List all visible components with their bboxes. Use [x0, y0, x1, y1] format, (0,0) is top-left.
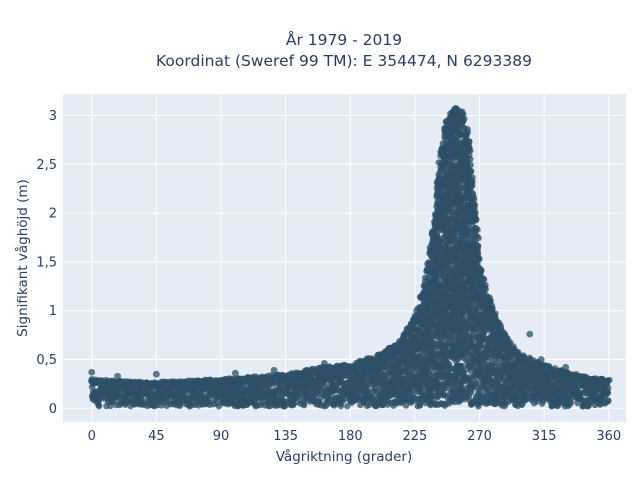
scatter-point [443, 311, 450, 319]
scatter-point [475, 234, 482, 242]
scatter-point [459, 370, 467, 377]
scatter-point [482, 286, 489, 293]
scatter-point [464, 235, 471, 242]
scatter-point [461, 115, 468, 123]
scatter-point [402, 402, 410, 409]
scatter-point [469, 182, 476, 189]
scatter-point [433, 233, 441, 241]
scatter-point [469, 174, 476, 181]
scatter-point [467, 155, 474, 163]
scatter-point [457, 276, 465, 283]
scatter-point [473, 216, 480, 224]
scatter-point [459, 362, 466, 370]
scatter-point [465, 138, 473, 145]
scatter-point [344, 402, 351, 410]
scatter-point [438, 237, 445, 245]
scatter-point [373, 402, 380, 410]
scatter-point [470, 194, 477, 201]
scatter-point [95, 402, 103, 410]
scatter-point [472, 377, 479, 385]
scatter-point [467, 161, 474, 169]
scatter-point [476, 255, 483, 263]
points-layer [88, 104, 613, 410]
scatter-point [474, 226, 481, 233]
scatter-point [300, 402, 308, 409]
